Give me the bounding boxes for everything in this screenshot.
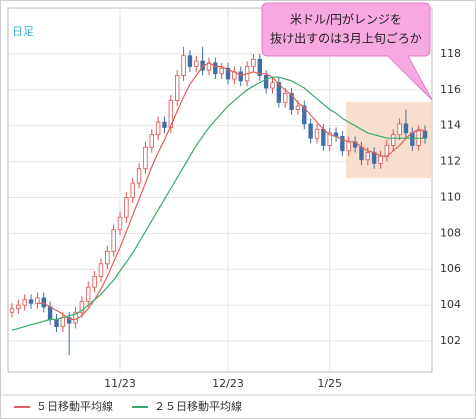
candle-body	[162, 121, 167, 128]
moving-average-line	[37, 62, 426, 320]
candle-body	[391, 134, 396, 146]
y-tick-label: 110	[440, 190, 461, 203]
candle-body	[213, 62, 218, 75]
candle-body	[79, 301, 85, 313]
candle-body	[41, 297, 46, 308]
candle-body	[130, 182, 135, 198]
y-tick-label: 118	[440, 47, 461, 60]
candle-body	[86, 286, 91, 302]
y-tick-label: 116	[440, 83, 461, 96]
candle-body	[302, 105, 307, 125]
candle-body	[22, 299, 27, 306]
candle-body	[276, 82, 282, 103]
candle-body	[187, 55, 193, 67]
candle-body	[194, 60, 199, 67]
candle-body	[327, 132, 332, 146]
candle-body	[143, 146, 148, 170]
x-tick-label: 11/23	[104, 377, 136, 390]
y-tick-label: 106	[440, 262, 461, 275]
candle-body	[149, 134, 154, 148]
candle-body	[251, 58, 256, 67]
candle-body	[124, 197, 129, 218]
x-tick-label: 1/25	[317, 377, 342, 390]
plot-area	[7, 7, 433, 373]
candle-body	[73, 311, 78, 324]
candle-body	[136, 168, 142, 184]
candle-body	[105, 250, 110, 265]
callout-text: 抜け出すのは3月上旬ごろか	[270, 31, 422, 46]
candle-body	[295, 105, 301, 110]
candle-body	[257, 58, 262, 76]
candle-body	[289, 92, 294, 110]
moving-average-line	[11, 76, 425, 331]
candle-body	[403, 123, 409, 134]
legend-entry: ２５日移動平均線	[154, 399, 242, 413]
candle-body	[60, 317, 66, 328]
candle-body	[340, 136, 345, 152]
candle-body	[9, 308, 15, 313]
candle-body	[359, 146, 364, 161]
candle-body	[16, 304, 21, 310]
candle-body	[47, 306, 53, 320]
y-tick-label: 114	[440, 119, 461, 132]
candle-body	[219, 67, 224, 75]
candle-body	[422, 130, 428, 139]
x-tick-label: 12/23	[212, 377, 244, 390]
candle-body	[314, 128, 320, 139]
candle-body	[270, 82, 275, 89]
candle-body	[117, 216, 123, 231]
candle-body	[155, 121, 161, 136]
candle-body	[283, 92, 288, 103]
candle-body	[308, 123, 313, 139]
callout-text: 米ドル/円がレンジを	[290, 12, 402, 27]
candle-body	[54, 319, 59, 328]
candle-body	[98, 263, 104, 277]
y-tick-label: 108	[440, 226, 461, 239]
y-tick-label: 112	[440, 155, 461, 168]
candle-body	[35, 297, 40, 304]
candle-body	[371, 152, 377, 164]
candle-body	[378, 155, 383, 164]
candle-body	[365, 152, 371, 161]
candle-body	[397, 123, 402, 136]
candle-body	[238, 71, 243, 82]
candle-body	[263, 75, 269, 89]
candle-body	[321, 128, 326, 146]
candle-body	[28, 299, 34, 304]
y-tick-label: 104	[440, 298, 461, 311]
y-tick-label: 102	[440, 334, 461, 347]
callout	[261, 2, 433, 101]
candle-body	[181, 55, 186, 76]
candle-body	[168, 100, 174, 128]
candle-body	[225, 67, 231, 80]
candle-body	[92, 275, 97, 288]
candle-body	[410, 132, 415, 146]
candle-body	[66, 317, 72, 324]
marks	[9, 46, 428, 356]
period-label: 日足	[12, 25, 34, 38]
candle-body	[346, 141, 351, 152]
candle-body	[111, 229, 116, 252]
legend-entry: ５日移動平均線	[36, 399, 113, 413]
candle-body	[174, 75, 180, 101]
